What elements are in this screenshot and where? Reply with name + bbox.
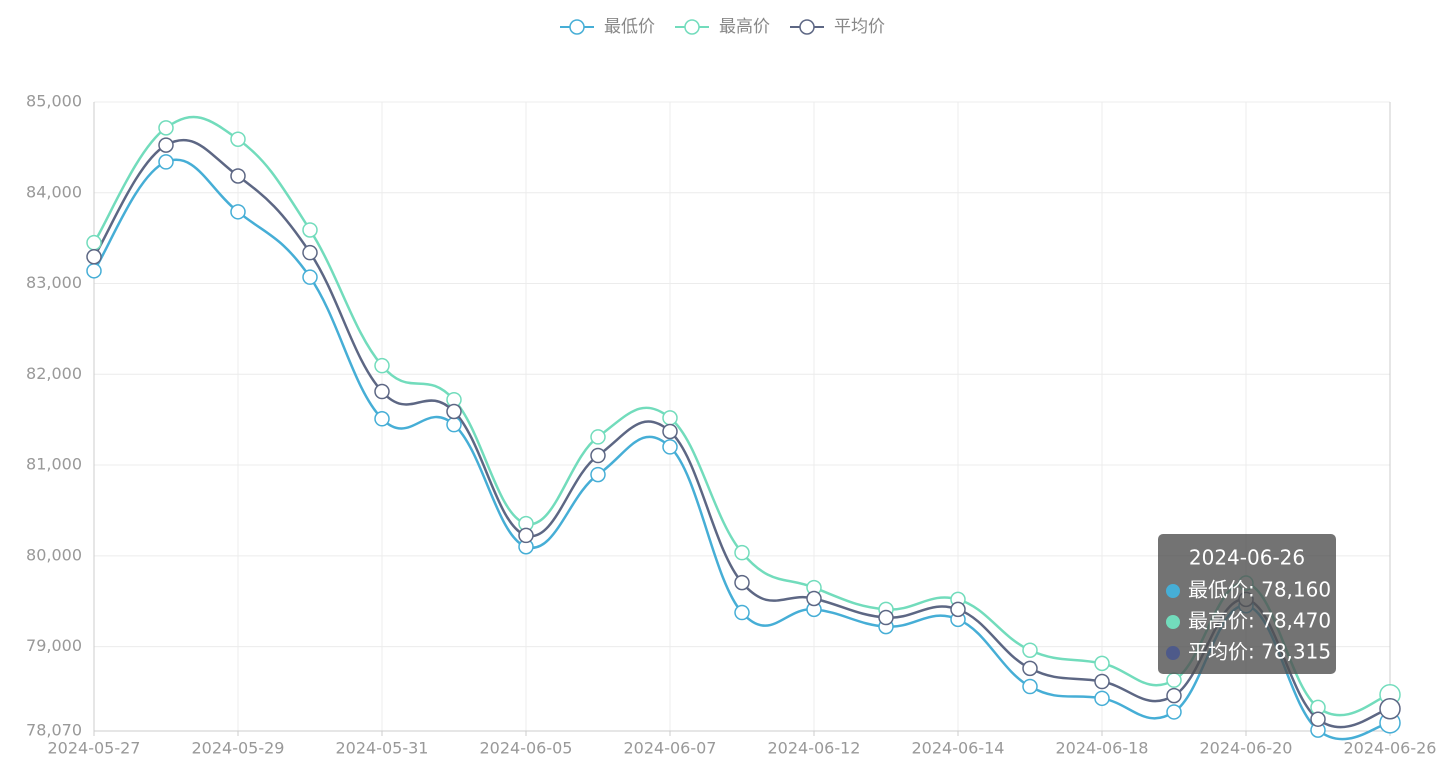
point <box>86 249 102 265</box>
point <box>374 383 390 400</box>
x-tick-label: 2024-06-20 <box>1200 739 1293 757</box>
x-tick-label: 2024-06-18 <box>1056 739 1149 757</box>
point <box>158 154 174 170</box>
point <box>950 601 966 618</box>
point <box>230 131 246 147</box>
point <box>518 527 534 544</box>
point <box>1166 687 1182 704</box>
legend: 最低价 最高价 平均价 <box>560 17 885 37</box>
point <box>878 609 894 626</box>
tooltip-item: 平均价: 78,315 <box>1188 640 1331 664</box>
point <box>86 234 102 251</box>
point <box>590 447 606 464</box>
point <box>1166 704 1182 720</box>
y-tick-label: 81,000 <box>26 455 82 474</box>
point <box>1310 711 1326 727</box>
point <box>86 263 102 279</box>
y-tick-label: 84,000 <box>26 182 82 201</box>
x-tick-label: 2024-05-27 <box>48 739 141 757</box>
point <box>734 544 750 561</box>
point <box>806 590 822 607</box>
point <box>302 269 318 285</box>
tooltip-dot <box>1166 646 1180 660</box>
y-tick-label: 79,000 <box>26 636 82 655</box>
legend-marker <box>569 19 585 35</box>
tooltip-box <box>1158 534 1336 674</box>
point <box>1094 673 1110 690</box>
x-tick-label: 2024-05-31 <box>336 739 429 757</box>
point <box>590 466 606 483</box>
x-tick-label: 2024-05-29 <box>192 739 285 757</box>
legend-marker <box>799 19 815 35</box>
point <box>1022 660 1038 677</box>
point <box>446 403 462 420</box>
tooltip-dot <box>1166 615 1180 629</box>
point <box>734 574 750 591</box>
y-tick-label: 83,000 <box>26 273 82 292</box>
point <box>446 416 462 433</box>
point <box>1022 642 1038 658</box>
point <box>1166 672 1182 688</box>
legend-label: 最低价 <box>604 17 655 37</box>
y-tick-label: 78,070 <box>26 721 82 740</box>
point <box>1094 655 1110 672</box>
point <box>662 423 678 440</box>
legend-marker <box>684 19 700 35</box>
point <box>1022 678 1038 695</box>
point <box>302 222 318 238</box>
point <box>1094 690 1110 707</box>
point <box>1379 698 1401 720</box>
x-tick-label: 2024-06-14 <box>912 739 1005 757</box>
x-tick-label: 2024-06-26 <box>1344 739 1437 757</box>
point <box>230 168 246 184</box>
point <box>158 120 174 136</box>
legend-label: 平均价 <box>834 17 885 37</box>
tooltip-item: 最高价: 78,470 <box>1188 609 1331 633</box>
point <box>302 244 318 261</box>
legend-label: 最高价 <box>719 17 770 37</box>
point <box>374 411 390 427</box>
point <box>374 357 390 374</box>
tooltip-title: 2024-06-26 <box>1189 546 1305 570</box>
point <box>590 429 606 445</box>
x-tick-label: 2024-06-07 <box>624 739 717 757</box>
tooltip: 2024-06-26 最低价: 78,160 最高价: 78,470 平均价: 78,… <box>1158 534 1336 674</box>
tooltip-item: 最低价: 78,160 <box>1188 578 1331 602</box>
point <box>158 137 174 153</box>
point <box>662 439 678 455</box>
point <box>230 204 246 220</box>
y-tick-label: 82,000 <box>26 364 82 383</box>
x-tick-label: 2024-06-12 <box>768 739 861 757</box>
y-tick-label: 80,000 <box>26 545 82 564</box>
tooltip-dot <box>1166 584 1180 598</box>
point <box>662 410 678 426</box>
y-tick-label: 85,000 <box>26 92 82 111</box>
point <box>734 604 750 621</box>
x-tick-label: 2024-06-05 <box>480 739 573 757</box>
